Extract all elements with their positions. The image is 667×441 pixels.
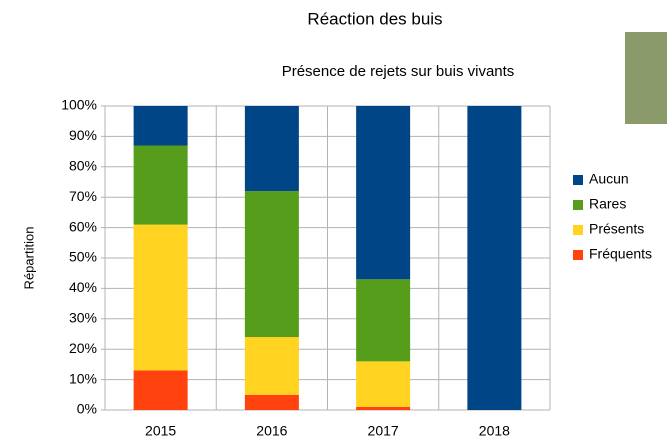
legend-swatch xyxy=(573,175,583,185)
y-tick-label: 20% xyxy=(69,340,97,356)
bar-segment xyxy=(356,406,411,410)
x-tick-label: 2016 xyxy=(256,423,287,439)
bar-segment xyxy=(467,106,522,410)
x-tick-label: 2017 xyxy=(368,423,399,439)
legend-label: Aucun xyxy=(589,171,629,187)
y-tick-label: 60% xyxy=(69,218,97,234)
y-tick-label: 50% xyxy=(69,249,97,265)
bar-segment xyxy=(133,145,188,225)
x-tick-label: 2018 xyxy=(479,423,510,439)
bar-segment xyxy=(133,370,188,410)
bar-segment xyxy=(244,337,299,395)
legend-swatch xyxy=(573,250,583,260)
x-tick-label: 2015 xyxy=(145,423,176,439)
legend-label: Présents xyxy=(589,221,644,237)
y-tick-label: 0% xyxy=(77,401,97,417)
legend-swatch xyxy=(573,200,583,210)
bar-segment xyxy=(244,106,299,192)
y-tick-label: 40% xyxy=(69,279,97,295)
chart-subtitle: Présence de rejets sur buis vivants xyxy=(282,63,515,80)
legend-swatch xyxy=(573,225,583,235)
chart-title: Réaction des buis xyxy=(307,9,442,28)
bar-segment xyxy=(356,279,411,362)
y-tick-label: 100% xyxy=(61,97,97,113)
y-tick-label: 70% xyxy=(69,188,97,204)
y-axis-label: Répartition xyxy=(21,227,36,290)
y-tick-label: 80% xyxy=(69,158,97,174)
legend-label: Rares xyxy=(589,196,626,212)
bar-segment xyxy=(244,191,299,338)
bar-segment xyxy=(133,106,188,146)
bar-segment xyxy=(356,106,411,280)
bar-segment xyxy=(244,394,299,410)
bar-segment xyxy=(133,224,188,371)
y-tick-label: 90% xyxy=(69,127,97,143)
map-thumbnail xyxy=(625,32,667,124)
bar-segment xyxy=(356,361,411,407)
legend-label: Fréquents xyxy=(589,246,652,262)
y-tick-label: 10% xyxy=(69,370,97,386)
y-tick-label: 30% xyxy=(69,310,97,326)
